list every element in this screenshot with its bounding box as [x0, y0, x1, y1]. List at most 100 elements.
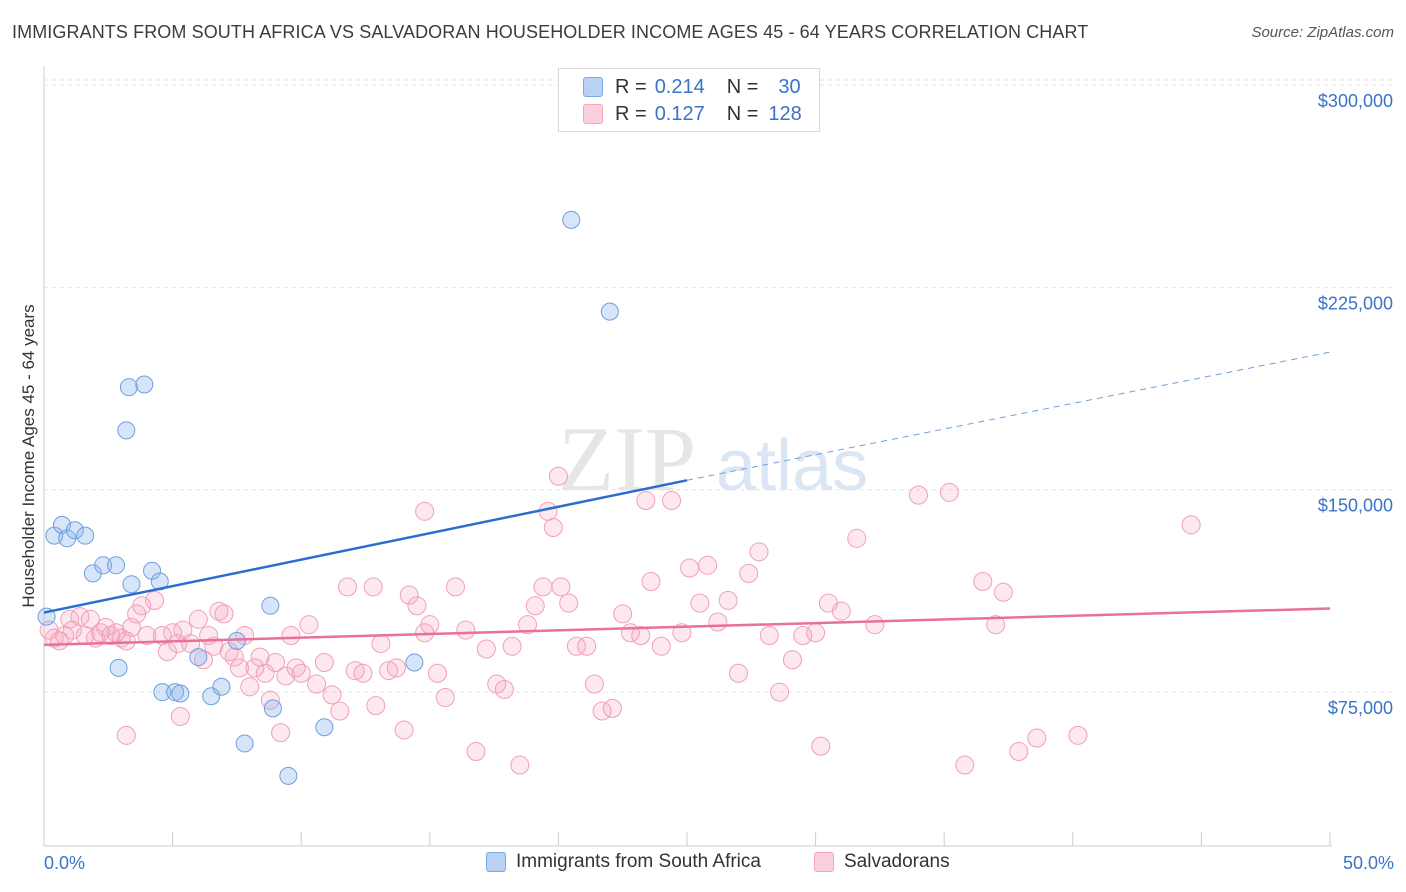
south-africa-point: [107, 556, 126, 575]
salvadoran-point: [973, 572, 993, 592]
south-africa-point: [171, 684, 190, 703]
bottom-legend-salvadorans[interactable]: Salvadorans: [814, 851, 950, 873]
salvadoran-point: [672, 623, 692, 643]
south-africa-point: [135, 375, 154, 394]
salvadoran-point: [939, 482, 959, 502]
salvadoran-point: [559, 593, 579, 613]
south-africa-point: [600, 302, 619, 321]
salvadoran-point: [224, 647, 244, 667]
salvadoran-point: [291, 663, 311, 683]
salvadoran-point: [510, 755, 530, 775]
y-tick-label: $300,000: [1318, 91, 1393, 111]
salvadoran-point: [847, 528, 867, 548]
salvadoran-point: [806, 623, 826, 643]
salvadoran-point: [204, 636, 224, 656]
salvadoran-point: [908, 485, 928, 505]
salvadoran-point: [415, 501, 435, 521]
salvadoran-point: [782, 650, 802, 670]
salvadoran-point: [636, 491, 656, 511]
south-africa-point: [261, 596, 280, 615]
salvadoran-point: [728, 663, 748, 683]
salvadoran-point: [831, 601, 851, 621]
y-axis-label: Householder Income Ages 45 - 64 years: [19, 304, 38, 607]
south-africa-point: [76, 526, 95, 545]
salvadoran-point: [330, 701, 350, 721]
salvadoran-point: [1068, 725, 1088, 745]
south-africa-point: [212, 677, 231, 696]
salvadoran-point: [407, 596, 427, 616]
legend-n-value: 30: [778, 75, 801, 98]
south-africa-point: [315, 718, 334, 737]
y-tick-label: $75,000: [1328, 698, 1393, 718]
salvadoran-point: [209, 601, 229, 621]
south-africa-point: [109, 658, 128, 677]
legend-r-value: 0.214: [654, 75, 705, 98]
salvadoran-point: [271, 723, 291, 743]
salvadoran-point: [543, 518, 563, 538]
salvadoran-point: [446, 577, 466, 597]
salvadoran-point: [494, 679, 514, 699]
salvadoran-point: [345, 661, 365, 681]
bottom-legend-south-africa[interactable]: Immigrants from South Africa: [486, 851, 761, 873]
south-africa-point: [562, 210, 581, 229]
salvadoran-point: [428, 663, 448, 683]
salvadoran-point: [1181, 515, 1201, 535]
legend-n-label: N =: [726, 102, 759, 125]
south-africa-point: [235, 734, 254, 753]
salvadoran-point: [386, 658, 406, 678]
salvadoran-point: [265, 652, 285, 672]
salvadoran-point: [353, 663, 373, 683]
salvadoran-point: [584, 674, 604, 694]
salvadoran-point: [551, 577, 571, 597]
salvadoran-point: [690, 593, 710, 613]
south-africa-point: [279, 766, 298, 785]
salvadoran-point: [276, 666, 296, 686]
salvadoran-point: [214, 604, 234, 624]
salvadoran-point: [548, 466, 568, 486]
chart-title: IMMIGRANTS FROM SOUTH AFRICA VS SALVADOR…: [12, 22, 1089, 42]
salvadoran-point: [718, 590, 738, 610]
y-tick-label: $150,000: [1318, 496, 1393, 516]
legend-n-label: N =: [726, 75, 759, 98]
salvadoran-point: [466, 742, 486, 762]
salvadoran-point: [399, 585, 419, 605]
salvadoran-point: [363, 577, 383, 597]
south-africa-point: [94, 556, 113, 575]
salvadoran-point: [394, 720, 414, 740]
salvadoran-point: [993, 582, 1013, 602]
salvadoran-point: [708, 612, 728, 632]
bottom-legend-swatch-blue: [486, 852, 506, 872]
legend-swatch-pink: [583, 104, 603, 124]
salvadoran-point: [518, 615, 538, 635]
south-africa-trend-line: [43, 479, 688, 614]
south-africa-point: [117, 421, 136, 440]
salvadoran-point: [680, 558, 700, 578]
salvadoran-point: [299, 615, 319, 635]
salvadoran-point: [435, 688, 455, 708]
bottom-legend-label: Immigrants from South Africa: [516, 851, 761, 872]
y-tick-labels: $75,000 $150,000 $225,000 $300,000: [1318, 91, 1393, 718]
x-tick-label-max: 50.0%: [1343, 853, 1394, 873]
salvadoran-point: [219, 642, 239, 662]
legend-r-label: R =: [615, 75, 647, 98]
salvadoran-point: [229, 658, 249, 678]
south-africa-point: [189, 648, 208, 667]
south-africa-point: [263, 699, 282, 718]
salvadoran-point: [577, 636, 597, 656]
salvadoran-point: [281, 625, 301, 645]
bottom-legend-label: Salvadorans: [844, 851, 950, 872]
salvadoran-point: [456, 620, 476, 640]
salvadoran-point: [525, 596, 545, 616]
legend-r-label: R =: [615, 102, 647, 125]
salvadoran-point: [170, 706, 190, 726]
south-africa-points: [37, 210, 619, 785]
salvadoran-point: [566, 636, 586, 656]
salvadoran-point: [371, 634, 391, 654]
salvadoran-point: [955, 755, 975, 775]
y-tick-label: $225,000: [1318, 293, 1393, 313]
south-africa-point: [65, 521, 84, 540]
salvadoran-point: [366, 696, 386, 716]
correlation-legend: R = 0.214 N = 30 R = 0.127 N = 128: [558, 68, 820, 132]
salvadoran-point: [379, 661, 399, 681]
